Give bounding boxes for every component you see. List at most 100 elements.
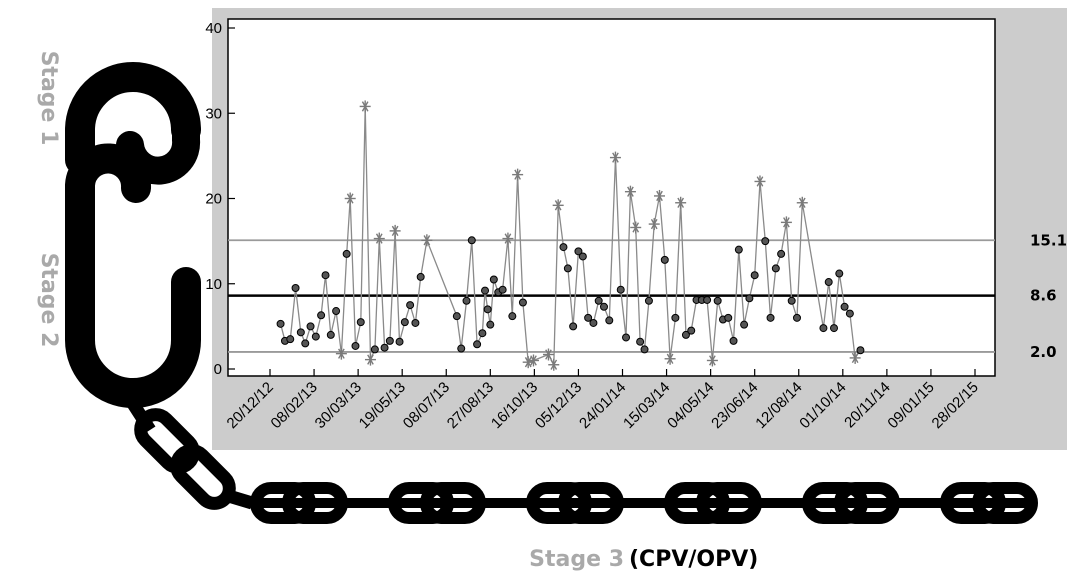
data-point [777, 249, 786, 258]
data-point [660, 255, 669, 264]
data-point-star [624, 185, 636, 198]
data-point [771, 264, 780, 273]
data-point [498, 285, 507, 294]
horizontal-chain [250, 482, 1038, 524]
data-point [644, 296, 653, 305]
data-point [616, 285, 625, 294]
data-point-star [849, 351, 861, 364]
upper-limit-label: 15.1 [1030, 231, 1067, 249]
data-point-star [344, 192, 356, 205]
data-point-star [512, 168, 524, 181]
stage-3-subtitle: (CPV/OPV) [629, 547, 758, 572]
y-tick-label: 40 [205, 20, 222, 37]
chain-link [388, 482, 454, 524]
stage-2-label: Stage 2 [36, 253, 61, 348]
data-point [589, 318, 598, 327]
data-point [486, 320, 495, 329]
data-point-star [609, 151, 621, 164]
big-link-lower [65, 143, 201, 408]
y-tick-label: 10 [205, 276, 222, 293]
data-point-star [373, 232, 385, 245]
chain-link [834, 482, 900, 524]
data-point-star [780, 216, 792, 229]
data-point-star [654, 189, 666, 202]
data-point [356, 318, 365, 327]
chain-link [940, 482, 1006, 524]
data-point [395, 337, 404, 346]
data-point [835, 269, 844, 278]
data-point [342, 249, 351, 258]
chain-link [558, 482, 624, 524]
data-point [819, 324, 828, 333]
data-point [856, 346, 865, 355]
data-point [745, 294, 754, 303]
data-point [467, 236, 476, 245]
data-point-star [359, 100, 371, 113]
data-point-star [421, 234, 433, 247]
data-point [311, 332, 320, 341]
data-point [569, 322, 578, 331]
data-point [594, 296, 603, 305]
data-point-star [796, 196, 808, 209]
data-point [478, 329, 487, 338]
data-point [563, 264, 572, 273]
y-tick-label: 20 [205, 191, 222, 208]
data-point [578, 252, 587, 261]
data-point [457, 344, 466, 353]
data-point [306, 322, 315, 331]
data-point-star [502, 232, 514, 245]
data-point [276, 319, 285, 328]
series-line [279, 106, 861, 368]
data-point-star [630, 221, 642, 234]
big-chain-link [65, 62, 201, 408]
data-point [605, 316, 614, 325]
data-point [508, 312, 517, 321]
data-point [385, 336, 394, 345]
data-point [483, 305, 492, 314]
data-point [574, 247, 583, 256]
data-point [332, 307, 341, 316]
data-point [687, 326, 696, 335]
data-point-star [548, 358, 560, 371]
data-point [787, 296, 796, 305]
data-point [703, 295, 712, 304]
data-point [400, 318, 409, 327]
data-point [830, 324, 838, 333]
data-point-star [754, 175, 766, 188]
data-point [452, 312, 461, 321]
chain-link [526, 482, 592, 524]
chain-link [282, 482, 348, 524]
data-point [286, 335, 295, 344]
data-point [740, 320, 749, 329]
data-point [766, 313, 775, 322]
diagonal-chain [122, 392, 254, 510]
y-tick-label: 30 [205, 105, 222, 122]
data-point-star [389, 224, 401, 237]
data-point [584, 313, 593, 322]
data-point [761, 237, 770, 246]
data-point [411, 318, 420, 327]
data-point [416, 272, 425, 281]
data-point [317, 311, 326, 320]
data-point-star [335, 347, 347, 360]
mean-limit-label: 8.6 [1030, 287, 1057, 305]
data-point [559, 243, 568, 252]
chain-link [972, 482, 1038, 524]
data-point [713, 296, 722, 305]
data-point [406, 301, 415, 310]
data-point [489, 275, 498, 284]
stage-3-label: Stage 3 [529, 547, 624, 572]
stage-1-label: Stage 1 [36, 51, 61, 146]
data-point [462, 296, 471, 305]
chain-link [696, 482, 762, 524]
data-point [380, 343, 389, 352]
data-point [291, 284, 300, 293]
control-chart: 01020304020/12/1208/02/1330/03/1319/05/1… [205, 18, 1067, 432]
data-point-star [542, 348, 554, 361]
data-point-star [648, 218, 660, 231]
data-point [370, 345, 379, 354]
data-point-star [664, 352, 676, 365]
data-point-star [675, 196, 687, 209]
data-point-star [552, 199, 564, 212]
